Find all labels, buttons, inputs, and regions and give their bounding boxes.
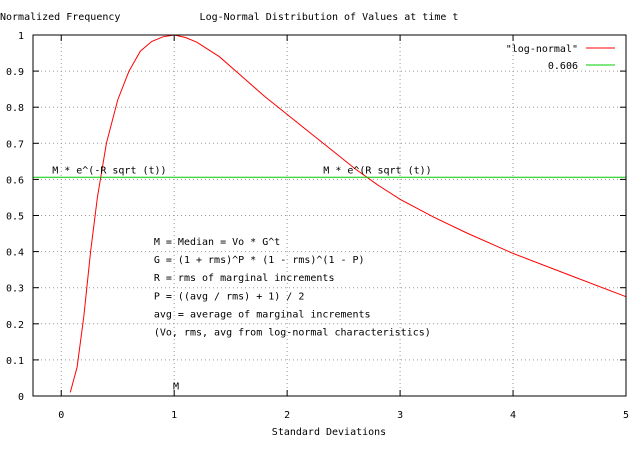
- y-tick-label: 0.5: [6, 212, 24, 223]
- x-tick-label: 3: [397, 410, 403, 421]
- x-tick-label: 4: [510, 410, 516, 421]
- annotation: avg = average of marginal increments: [154, 309, 371, 320]
- x-tick-label: 5: [623, 410, 629, 421]
- y-tick-label: 0.9: [6, 67, 24, 78]
- series-layer: [33, 34, 627, 393]
- annotation: P = ((avg / rms) + 1) / 2: [154, 291, 305, 302]
- y-tick-label: 0.1: [6, 356, 24, 367]
- y-tick-label: 1: [18, 31, 24, 42]
- x-tick-label: 0: [58, 410, 64, 421]
- series-line: [69, 34, 627, 393]
- y-tick-label: 0: [18, 392, 24, 403]
- x-tick-label: 1: [171, 410, 177, 421]
- annotation: (Vo, rms, avg from log-normal characteri…: [154, 327, 431, 338]
- axis-ticks: 0 1 2 3 4 5 0 0.1 0.2 0.3 0.4 0.5 0.6 0.7 0.8 0.9 1: [6, 31, 629, 421]
- annotation: M = Median = Vo * G^t: [154, 237, 280, 248]
- legend: "log-normal" 0.606: [506, 44, 615, 72]
- annotation: M * e^(R sqrt (t)): [323, 165, 431, 176]
- y-tick-label: 0.7: [6, 139, 24, 150]
- legend-label: 0.606: [548, 61, 578, 72]
- annotation: M * e^(-R sqrt (t)): [52, 165, 166, 176]
- y-tick-label: 0.4: [6, 248, 24, 259]
- annotations: M * e^(-R sqrt (t)) M * e^(R sqrt (t)) M =…: [52, 165, 431, 392]
- legend-label: "log-normal": [506, 44, 578, 55]
- y-axis-label: Normalized Frequency: [0, 12, 120, 23]
- annotation: R = rms of marginal increments: [154, 273, 335, 284]
- y-tick-label: 0.2: [6, 320, 24, 331]
- y-tick-label: 0.3: [6, 284, 24, 295]
- y-tick-label: 0.6: [6, 175, 24, 186]
- annotation: M: [173, 382, 179, 393]
- x-axis-label: Standard Deviations: [272, 427, 386, 438]
- x-tick-label: 2: [284, 410, 290, 421]
- chart-title: Log-Normal Distribution of Values at tim…: [200, 12, 459, 23]
- annotation: G = (1 + rms)^P * (1 - rms)^(1 - P): [154, 255, 365, 266]
- y-tick-label: 0.8: [6, 103, 24, 114]
